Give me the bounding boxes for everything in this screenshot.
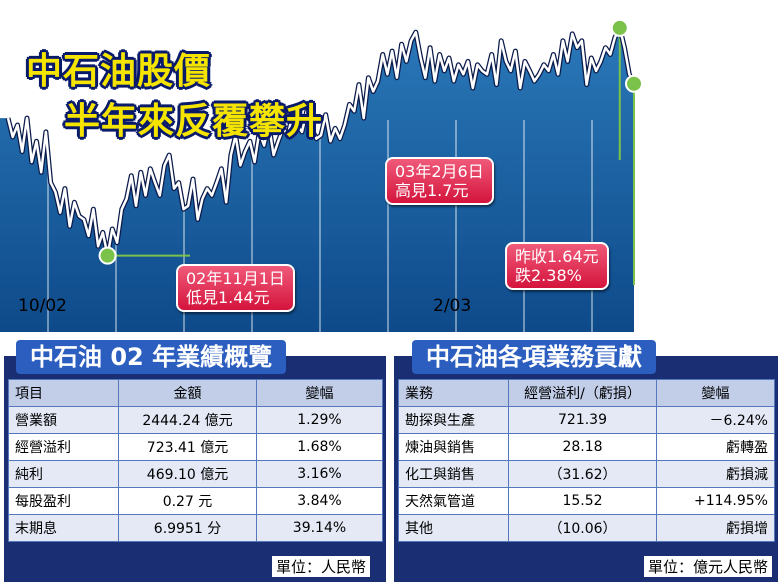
table-cell: 煉油與銷售 (398, 433, 509, 461)
table-cell: +114.95% (656, 487, 775, 515)
table-cell: 15.52 (508, 487, 657, 515)
table-row: 每股盈利 0.27 元 3.84% (8, 487, 383, 515)
callout-low-date: 02年11月1日 (186, 269, 285, 288)
table-header-row: 業務 經營溢利/（虧損） 變幅 (398, 379, 775, 407)
table-header-row: 項目 金額 變幅 (8, 379, 383, 407)
callout-high: 03年2月6日 高見1.7元 (385, 157, 494, 205)
table-row: 勘探與生產 721.39 －6.24% (398, 406, 775, 434)
results-unit-note: 單位：人民幣 (271, 556, 370, 577)
high-point-marker (610, 18, 629, 37)
table-cell: 化工與銷售 (398, 460, 509, 488)
segments-unit-note: 單位：億元人民幣 (643, 556, 772, 577)
table-cell: 虧損增 (656, 514, 775, 542)
table-row: 煉油與銷售 28.18 虧轉盈 (398, 433, 775, 461)
table-row: 天然氣管道 15.52 +114.95% (398, 487, 775, 515)
table-row: 末期息 6.9951 分 39.14% (8, 514, 383, 542)
table-cell: 2444.24 億元 (118, 406, 257, 434)
chart-title-line2: 半年來反覆攀升 (64, 101, 324, 142)
chart-title-line1: 中石油股價 (26, 51, 212, 92)
results-panel-title: 中石油 02 年業績概覽 (16, 340, 287, 374)
column-header: 變幅 (656, 379, 775, 407)
table-cell: 1.29% (256, 406, 383, 434)
table-row: 其他 （10.06） 虧損增 (398, 514, 775, 542)
column-header: 金額 (118, 379, 257, 407)
table-cell: －6.24% (656, 406, 775, 434)
column-header: 變幅 (256, 379, 383, 407)
table-cell: 純利 (8, 460, 119, 488)
table-cell: 28.18 (508, 433, 657, 461)
callout-low-value: 低見1.44元 (186, 288, 270, 307)
table-cell: 虧轉盈 (656, 433, 775, 461)
table-cell: 末期息 (8, 514, 119, 542)
table-cell: 721.39 (508, 406, 657, 434)
column-header: 項目 (8, 379, 119, 407)
table-cell: 虧損減 (656, 460, 775, 488)
table-row: 營業額 2444.24 億元 1.29% (8, 406, 383, 434)
callout-low: 02年11月1日 低見1.44元 (176, 264, 295, 312)
column-header: 經營溢利/（虧損） (508, 379, 657, 407)
callout-close: 昨收1.64元 跌2.38% (505, 242, 609, 290)
table-cell: 6.9951 分 (118, 514, 257, 542)
close-point-marker (625, 74, 643, 93)
table-cell: 3.84% (256, 487, 383, 515)
callout-high-date: 03年2月6日 (395, 162, 484, 181)
segments-panel-title: 中石油各項業務貢獻 (412, 340, 656, 374)
table-cell: （10.06） (508, 514, 657, 542)
table-cell: 經營溢利 (8, 433, 119, 461)
table-cell: 1.68% (256, 433, 383, 461)
table-cell: （31.62） (508, 460, 657, 488)
table-cell: 其他 (398, 514, 509, 542)
table-row: 化工與銷售 （31.62） 虧損減 (398, 460, 775, 488)
callout-high-value: 高見1.7元 (395, 181, 469, 200)
segments-table: 業務 經營溢利/（虧損） 變幅 勘探與生產 721.39 －6.24% 煉油與銷… (398, 379, 775, 542)
table-cell: 營業額 (8, 406, 119, 434)
table-cell: 39.14% (256, 514, 383, 542)
column-header: 業務 (398, 379, 509, 407)
table-cell: 勘探與生產 (398, 406, 509, 434)
table-cell: 3.16% (256, 460, 383, 488)
x-tick-label: 10/02 (18, 296, 67, 316)
callout-close-change: 跌2.38% (515, 266, 582, 285)
results-table: 項目 金額 變幅 營業額 2444.24 億元 1.29% 經營溢利 723.4… (8, 379, 383, 542)
x-tick-label: 2/03 (433, 296, 472, 316)
price-line (6, 26, 636, 257)
table-cell: 0.27 元 (118, 487, 257, 515)
callout-close-price: 昨收1.64元 (515, 247, 599, 266)
low-point-marker (98, 246, 117, 265)
table-row: 純利 469.10 億元 3.16% (8, 460, 383, 488)
table-cell: 723.41 億元 (118, 433, 257, 461)
table-cell: 469.10 億元 (118, 460, 257, 488)
table-cell: 每股盈利 (8, 487, 119, 515)
table-cell: 天然氣管道 (398, 487, 509, 515)
table-row: 經營溢利 723.41 億元 1.68% (8, 433, 383, 461)
